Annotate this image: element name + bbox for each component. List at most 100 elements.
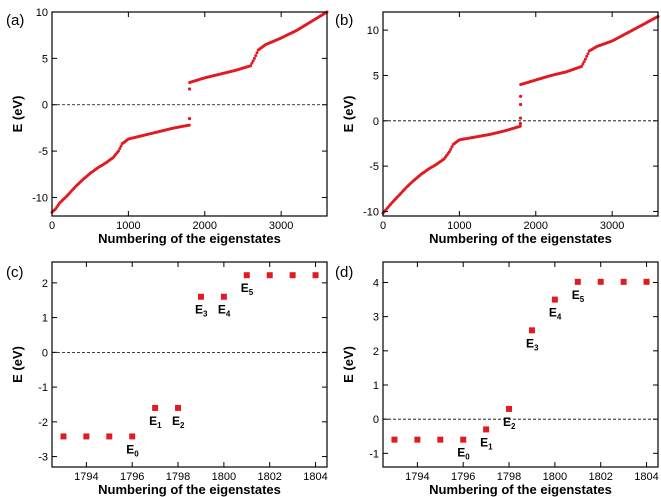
- y-tick-label: 10: [367, 25, 379, 37]
- x-axis-label: Numbering of the eigenstates: [429, 482, 612, 497]
- x-tick-label: 1802: [588, 471, 612, 483]
- x-tick-label: 1794: [405, 471, 429, 483]
- data-point: [582, 60, 586, 64]
- state-label: E1: [480, 435, 493, 451]
- data-point: [483, 426, 490, 433]
- data-point: [116, 149, 120, 153]
- data-point: [197, 293, 204, 300]
- x-axis-label: Numbering of the eigenstates: [98, 231, 281, 246]
- state-label: E3: [526, 336, 539, 352]
- chart-panel-2: 0 1000 2000 3000 -10 -5 0 5 10 Numbering of the e…: [335, 11, 660, 246]
- isolated-point: [518, 116, 523, 120]
- data-point: [83, 433, 90, 440]
- data-point: [586, 52, 590, 56]
- data-point: [187, 123, 191, 127]
- x-tick-label: 1798: [166, 471, 190, 483]
- data-point: [251, 59, 255, 63]
- x-tick-label: 1804: [303, 471, 327, 483]
- data-point: [449, 147, 453, 151]
- y-tick-label: 2: [42, 278, 48, 290]
- y-tick-label: 0: [373, 116, 379, 128]
- y-tick-label: 0: [42, 347, 48, 359]
- data-point: [243, 272, 250, 279]
- y-tick-label: -3: [38, 452, 48, 464]
- x-tick-label: 1796: [451, 471, 475, 483]
- data-point: [551, 296, 558, 303]
- y-tick-label: 0: [42, 100, 48, 112]
- state-label: E5: [572, 288, 585, 304]
- x-tick-label: 1000: [116, 220, 140, 232]
- data-point: [585, 54, 589, 58]
- y-tick-label: 10: [36, 7, 48, 19]
- y-tick-label: -10: [363, 206, 379, 218]
- data-point: [289, 272, 296, 279]
- state-label: E0: [126, 442, 139, 458]
- x-tick-label: 0: [49, 220, 55, 232]
- x-tick-label: 1802: [257, 471, 281, 483]
- data-point: [175, 404, 182, 411]
- data-point: [597, 278, 604, 285]
- x-tick-label: 1798: [497, 471, 521, 483]
- isolated-point: [518, 121, 523, 126]
- y-tick-label: -5: [38, 146, 48, 158]
- plot-frame: [51, 11, 328, 217]
- data-point: [506, 405, 513, 412]
- data-point: [254, 54, 258, 58]
- x-tick-label: 0: [380, 220, 386, 232]
- state-label: E3: [195, 303, 208, 319]
- data-point: [249, 64, 253, 68]
- data-point: [583, 57, 587, 61]
- data-point: [266, 272, 273, 279]
- y-axis-label: E (eV): [341, 96, 356, 133]
- plot-frame: [382, 261, 659, 468]
- data-point: [450, 145, 454, 149]
- chart-panel-4: E0 E1 E2 E3 E4 E5 1794 1796 1798 1800 1802 1804 -1 0 1…: [335, 261, 659, 497]
- data-point: [129, 433, 136, 440]
- y-tick-label: 5: [373, 70, 379, 82]
- data-point: [574, 278, 581, 285]
- data-point: [518, 124, 522, 128]
- data-point: [106, 433, 113, 440]
- y-tick-label: -1: [38, 382, 48, 394]
- isolated-point: [518, 102, 523, 107]
- y-tick-label: 1: [373, 380, 379, 392]
- data-point: [580, 64, 584, 68]
- data-point: [581, 62, 585, 66]
- state-label: E4: [549, 306, 562, 322]
- data-point: [60, 433, 67, 440]
- y-tick-label: -5: [369, 161, 379, 173]
- y-tick-label: 2: [373, 346, 379, 358]
- state-label: E2: [503, 415, 516, 431]
- data-point: [643, 278, 650, 285]
- x-tick-label: 1794: [74, 471, 98, 483]
- isolated-point: [518, 94, 523, 98]
- y-tick-label: 3: [373, 312, 379, 324]
- y-axis-label: E (eV): [10, 346, 25, 383]
- y-tick-label: -2: [38, 417, 48, 429]
- x-tick-label: 2000: [524, 220, 548, 232]
- y-tick-label: 5: [42, 53, 48, 65]
- y-tick-label: 1: [42, 313, 48, 325]
- x-tick-label: 1796: [120, 471, 144, 483]
- x-axis-label: Numbering of the eigenstates: [429, 231, 612, 246]
- data-point: [312, 272, 319, 279]
- plot-frame: [382, 11, 659, 217]
- panel-tag: (b): [335, 12, 353, 29]
- data-point: [528, 327, 535, 334]
- data-point: [119, 144, 123, 148]
- y-axis-label: E (eV): [10, 96, 25, 133]
- isolated-point: [187, 117, 192, 121]
- panel-tag: (d): [335, 264, 353, 281]
- y-tick-label: 0: [373, 414, 379, 426]
- plot-frame: [51, 261, 328, 468]
- chart-panel-1: 0 1000 2000 3000 -10 -5 0 5 10 Numbering of the e…: [6, 7, 329, 246]
- panel-tag: (a): [6, 12, 24, 29]
- x-tick-label: 1800: [212, 471, 236, 483]
- data-point: [220, 293, 227, 300]
- data-point: [414, 436, 421, 443]
- data-point: [391, 436, 398, 443]
- x-axis-label: Numbering of the eigenstates: [98, 482, 281, 497]
- state-label: E4: [218, 303, 231, 319]
- panel-tag: (c): [6, 264, 24, 281]
